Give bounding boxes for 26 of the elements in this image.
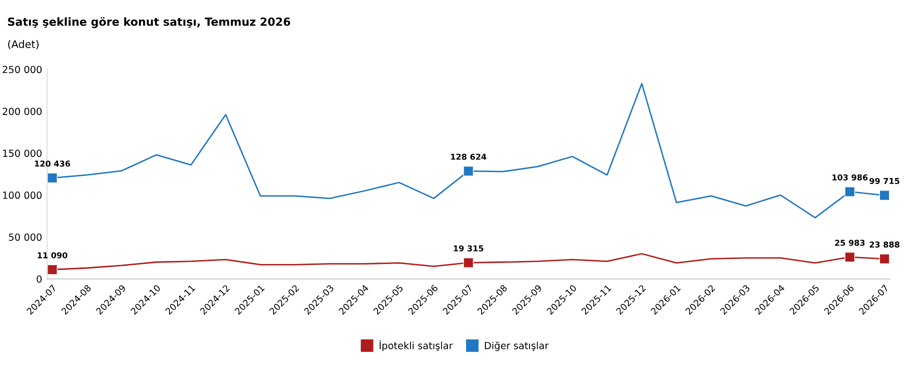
y-tick-label: 100 000: [3, 192, 42, 199]
data-label: 128 624: [451, 154, 486, 160]
data-label: 19 315: [454, 245, 484, 252]
chart-title: Satış şekline göre konut satışı, Temmuz 2026: [8, 17, 290, 28]
data-label: 99 715: [869, 178, 900, 184]
point: [47, 264, 58, 275]
y-tick-label: 150 000: [3, 150, 42, 157]
point: [47, 172, 58, 184]
point: [844, 252, 856, 262]
y-tick-label: 250 000: [2, 66, 42, 74]
y-tick-label: 200 000: [2, 108, 42, 116]
point: [844, 186, 856, 197]
point: [879, 190, 890, 201]
data-label: 25 983: [835, 240, 865, 246]
point: [463, 257, 474, 268]
point: [463, 166, 474, 176]
legend-label: Diğer satışlar: [484, 341, 549, 352]
data-label: 11 090: [38, 252, 68, 258]
data-label: 103 986: [832, 174, 868, 180]
chart-subtitle: (Adet): [8, 40, 39, 50]
data-label: 120 436: [35, 160, 70, 167]
y-tick-label: 0: [36, 275, 42, 283]
data-label: 23 888: [870, 241, 900, 248]
legend-label: İpotekli satışlar: [380, 340, 453, 352]
y-tick-label: 50 000: [8, 233, 42, 241]
point: [879, 254, 890, 264]
